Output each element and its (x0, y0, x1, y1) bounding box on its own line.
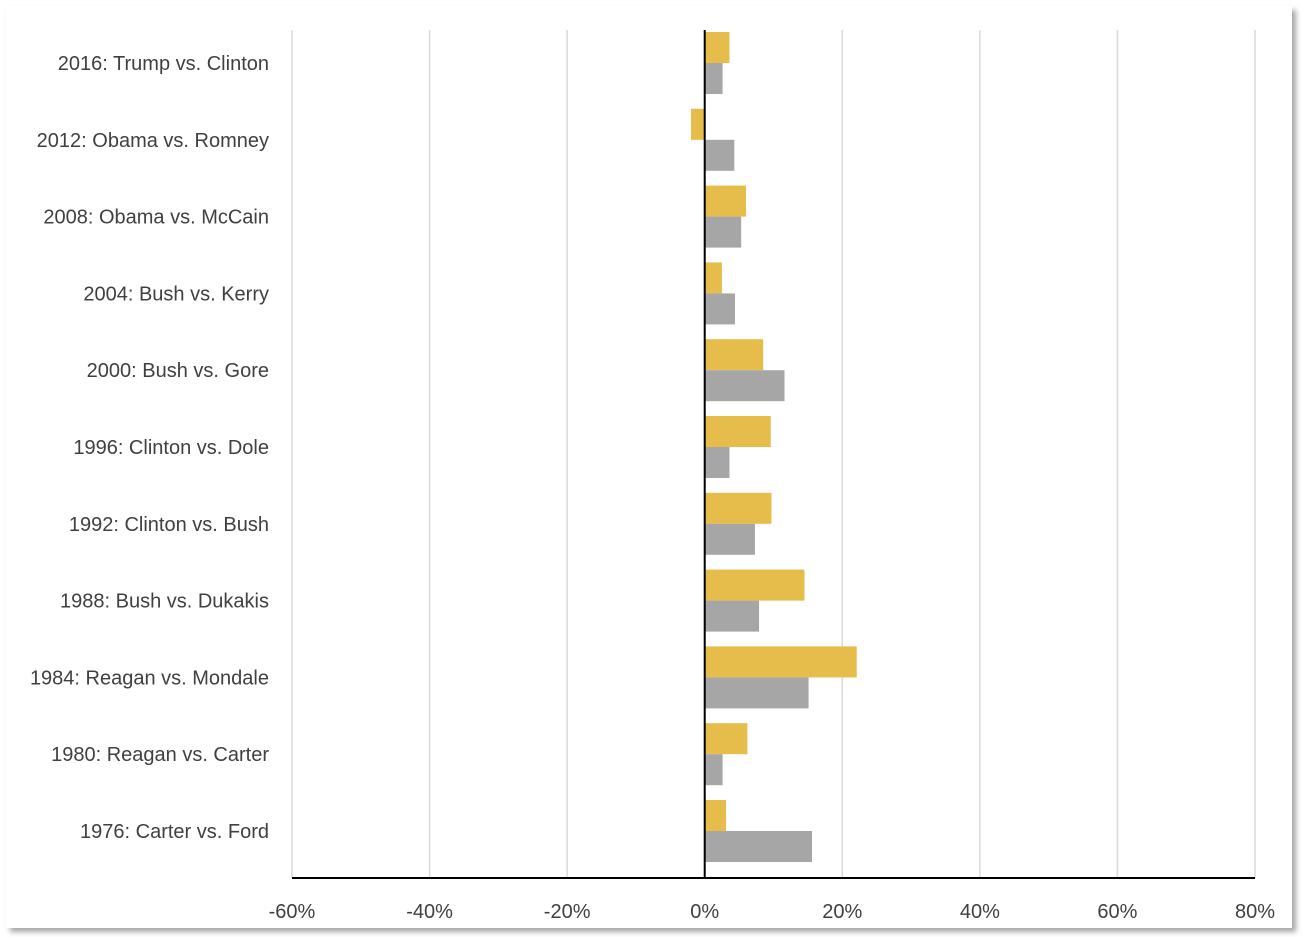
bar-series-1 (704, 492, 772, 524)
bar-series-2 (704, 216, 742, 248)
bar-series-2 (704, 370, 785, 402)
gridlines (291, 30, 1256, 878)
category-label: 2000: Bush vs. Gore (87, 360, 269, 382)
x-tick-label: 20% (822, 901, 862, 923)
bar-series-1 (704, 32, 730, 63)
chart-frame (6, 6, 1292, 928)
category-label: 1980: Reagan vs. Carter (51, 744, 269, 766)
category-label: 1976: Carter vs. Ford (80, 821, 269, 843)
x-tick-label: 0% (690, 901, 719, 923)
bar-series-1 (704, 262, 722, 294)
category-label: 2012: Obama vs. Romney (37, 130, 269, 152)
bar-series-2 (704, 523, 755, 555)
bar-series-2 (704, 293, 735, 325)
category-label: 2016: Trump vs. Clinton (58, 53, 269, 75)
x-tick-label: 80% (1235, 901, 1275, 923)
x-tick-label: -20% (544, 901, 591, 923)
bar-series-1 (704, 416, 771, 447)
bar-series-1 (690, 108, 705, 140)
bars (690, 32, 857, 862)
bar-series-2 (704, 831, 813, 862)
bar-series-2 (704, 600, 760, 632)
x-tick-label: -60% (269, 901, 316, 923)
category-label: 2008: Obama vs. McCain (43, 207, 269, 229)
bar-series-1 (704, 723, 748, 755)
category-label: 1996: Clinton vs. Dole (73, 437, 269, 459)
bar-series-2 (704, 139, 735, 171)
bar-series-1 (704, 646, 857, 678)
tick-labels: -60% -40% -20% 0% 20% 40% 60% 80% (269, 901, 1276, 923)
bar-series-2 (704, 63, 723, 94)
bar-series-2 (704, 677, 809, 709)
bar-series-1 (704, 800, 727, 831)
x-tick-label: 40% (960, 901, 1000, 923)
category-labels: 2016: Trump vs. Clinton 2012: Obama vs. R… (30, 53, 269, 843)
bar-series-1 (704, 339, 764, 371)
category-label: 1992: Clinton vs. Bush (69, 514, 269, 536)
category-label: 1988: Bush vs. Dukakis (60, 591, 269, 613)
bar-series-1 (704, 185, 746, 217)
category-label: 2004: Bush vs. Kerry (83, 283, 269, 305)
x-tick-label: -40% (406, 901, 453, 923)
x-tick-label: 60% (1097, 901, 1137, 923)
bar-series-2 (704, 754, 723, 786)
bar-series-1 (704, 569, 805, 601)
axes (292, 30, 1255, 879)
category-label: 1984: Reagan vs. Mondale (30, 667, 269, 689)
bar-series-2 (704, 447, 730, 478)
